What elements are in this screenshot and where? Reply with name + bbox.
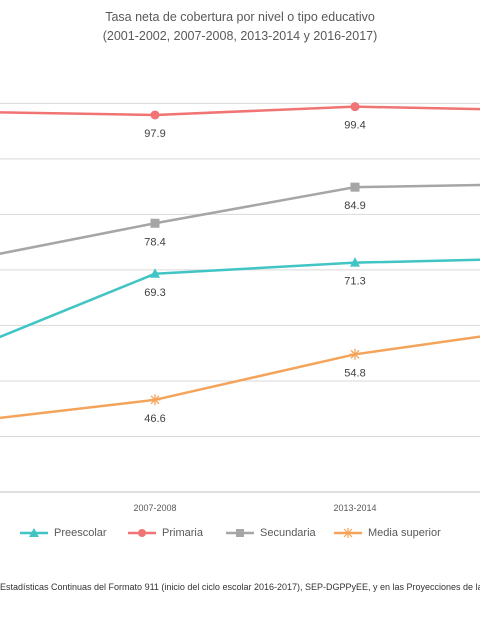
x-tick-label: 2007-2008 [133,503,176,513]
legend-item-preescolar: Preescolar [20,527,107,539]
legend-label: Primaria [162,527,203,539]
chart-legend: Preescolar Primaria Secundaria Media superi… [0,527,480,547]
data-point-marker [350,102,360,112]
data-point-marker [150,110,160,120]
data-point-marker [350,182,360,192]
series-line-secundaria [0,183,480,255]
chart-title-block: Tasa neta de cobertura por nivel o tipo … [0,8,480,46]
series-line-preescolar [0,258,480,339]
data-label: 69.3 [144,287,165,299]
legend-swatch [334,528,362,538]
data-point-marker [150,218,160,228]
chart-subtitle: (2001-2002, 2007-2008, 2013-2014 y 2016-… [102,29,378,43]
legend-label: Secundaria [260,527,316,539]
legend-swatch [20,528,48,537]
line-chart: 2007-2008 2013-2014 69.3 71.3 97.9 99.4 78.4 84… [0,102,480,513]
legend-item-secundaria: Secundaria [226,527,316,539]
legend-swatch [226,529,254,537]
data-point-marker [150,268,160,278]
legend-item-media-superior: Media superior [334,527,441,539]
data-label: 97.9 [144,128,165,140]
data-label: 99.4 [344,120,365,132]
x-tick-label: 2013-2014 [333,503,376,513]
data-label: 54.8 [344,367,365,379]
legend-label: Preescolar [54,527,107,539]
legend-swatch [128,529,156,537]
data-point-marker [350,257,360,267]
chart-title: Tasa neta de cobertura por nivel o tipo … [105,10,375,24]
legend-item-primaria: Primaria [128,527,203,539]
series-line-primaria [0,105,480,117]
series-line-media-superior [0,335,480,420]
data-point-marker [349,348,361,360]
data-label: 71.3 [344,276,365,288]
data-label: 84.9 [344,200,365,212]
source-note: Estadísticas Continuas del Formato 911 (… [0,582,480,592]
data-label: 46.6 [144,413,165,425]
data-label: 78.4 [144,236,165,248]
data-point-marker [149,394,161,406]
legend-label: Media superior [368,527,441,539]
